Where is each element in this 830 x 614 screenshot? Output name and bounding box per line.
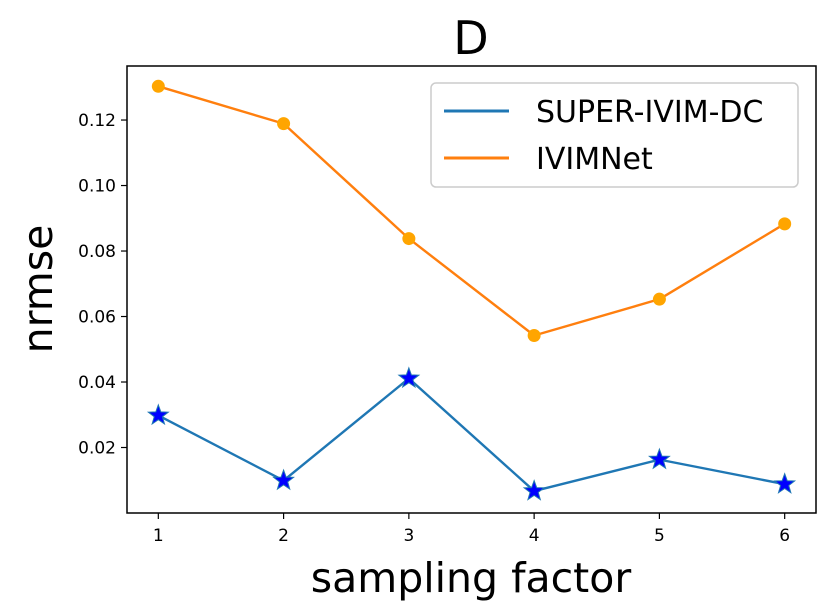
x-tick-label: 1 [153, 526, 164, 546]
y-tick-label: 0.06 [78, 308, 116, 328]
chart-title: D [453, 11, 488, 65]
y-tick-label: 0.04 [78, 373, 116, 393]
data-point-circle [778, 217, 792, 231]
data-point-circle [277, 117, 291, 131]
x-axis-title: sampling factor [311, 554, 632, 602]
plot-frame [126, 65, 817, 514]
legend-box [430, 82, 799, 188]
legend-label-ivimnet: IVIMNet [536, 142, 653, 177]
data-point-star [773, 472, 797, 494]
x-tick-label: 4 [529, 526, 540, 546]
series-line-ivimnet [157, 85, 786, 337]
legend-label-super-ivim-dc: SUPER-IVIM-DC [536, 95, 763, 130]
data-point-circle [527, 329, 541, 343]
data-point-star [522, 479, 546, 501]
y-axis-title: nrmse [14, 225, 62, 354]
x-tick-label: 3 [403, 526, 414, 546]
series-layer [146, 79, 797, 501]
data-point-circle [652, 292, 666, 306]
data-point-circle [402, 232, 416, 246]
series-super-ivim-dc [146, 366, 797, 501]
legend: SUPER-IVIM-DC IVIMNet [430, 82, 799, 188]
y-tick-label: 0.02 [78, 439, 116, 459]
data-point-star [272, 468, 295, 491]
data-point-star [146, 403, 170, 426]
axis-ticks: 1 2 3 4 5 6 0.02 0.04 0.06 0.08 0.10 0.12 [78, 111, 790, 546]
data-point-circle [151, 79, 165, 93]
y-tick-label: 0.08 [78, 242, 116, 262]
data-point-star [648, 447, 671, 470]
series-ivimnet [151, 79, 792, 343]
y-tick-label: 0.10 [78, 177, 116, 197]
series-line-super-ivim-dc [157, 377, 785, 493]
x-tick-label: 6 [779, 526, 790, 546]
x-tick-label: 5 [654, 526, 665, 546]
data-point-star [397, 366, 421, 389]
x-tick-label: 2 [278, 526, 289, 546]
y-tick-label: 0.12 [78, 111, 116, 131]
